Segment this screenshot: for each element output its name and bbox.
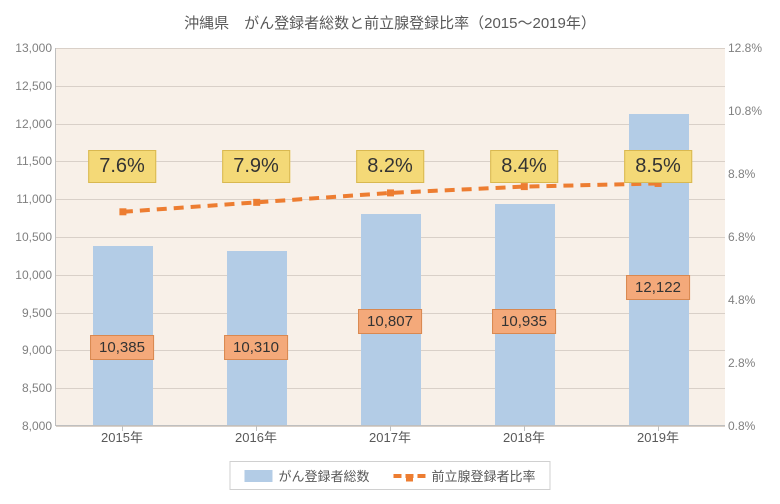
legend-item-line: 前立腺登録者比率 (394, 466, 536, 485)
y-right-tick: 8.8% (728, 167, 778, 181)
gridline (56, 124, 725, 125)
y-left-tick: 8,500 (2, 381, 52, 395)
legend-label: がん登録者総数 (278, 466, 369, 485)
line-value-label: 7.6% (88, 150, 156, 183)
x-tick (256, 426, 257, 431)
y-left-tick: 10,000 (2, 268, 52, 282)
bar-value-label: 10,935 (492, 309, 556, 334)
x-tick (524, 426, 525, 431)
y-left-tick: 11,000 (2, 192, 52, 206)
y-left-tick: 10,500 (2, 230, 52, 244)
gridline (56, 48, 725, 49)
plot-area (55, 48, 725, 426)
y-right-tick: 10.8% (728, 104, 778, 118)
bar-swatch-icon (244, 470, 272, 482)
line-value-label: 8.2% (356, 150, 424, 183)
legend: がん登録者総数 前立腺登録者比率 (229, 461, 550, 490)
gridline (56, 86, 725, 87)
y-right-tick: 4.8% (728, 293, 778, 307)
line-value-label: 8.4% (490, 150, 558, 183)
x-tick (122, 426, 123, 431)
y-left-tick: 12,000 (2, 117, 52, 131)
line-value-label: 8.5% (624, 150, 692, 183)
legend-item-bar: がん登録者総数 (244, 466, 369, 485)
y-right-tick: 0.8% (728, 419, 778, 433)
chart-container: 沖縄県 がん登録者総数と前立腺登録比率（2015～2019年） がん登録者総数 … (0, 0, 780, 504)
y-left-tick: 9,000 (2, 343, 52, 357)
y-left-tick: 8,000 (2, 419, 52, 433)
y-left-tick: 9,500 (2, 306, 52, 320)
legend-label: 前立腺登録者比率 (432, 466, 536, 485)
x-tick (658, 426, 659, 431)
line-value-label: 7.9% (222, 150, 290, 183)
bar-value-label: 10,310 (224, 335, 288, 360)
gridline (56, 199, 725, 200)
y-left-tick: 11,500 (2, 154, 52, 168)
y-right-tick: 6.8% (728, 230, 778, 244)
line-swatch-icon (394, 474, 426, 478)
bar-value-label: 12,122 (626, 275, 690, 300)
bar-value-label: 10,807 (358, 309, 422, 334)
y-left-tick: 13,000 (2, 41, 52, 55)
y-right-tick: 2.8% (728, 356, 778, 370)
bar-value-label: 10,385 (90, 335, 154, 360)
chart-title: 沖縄県 がん登録者総数と前立腺登録比率（2015～2019年） (0, 0, 780, 33)
x-tick (390, 426, 391, 431)
y-left-tick: 12,500 (2, 79, 52, 93)
y-right-tick: 12.8% (728, 41, 778, 55)
